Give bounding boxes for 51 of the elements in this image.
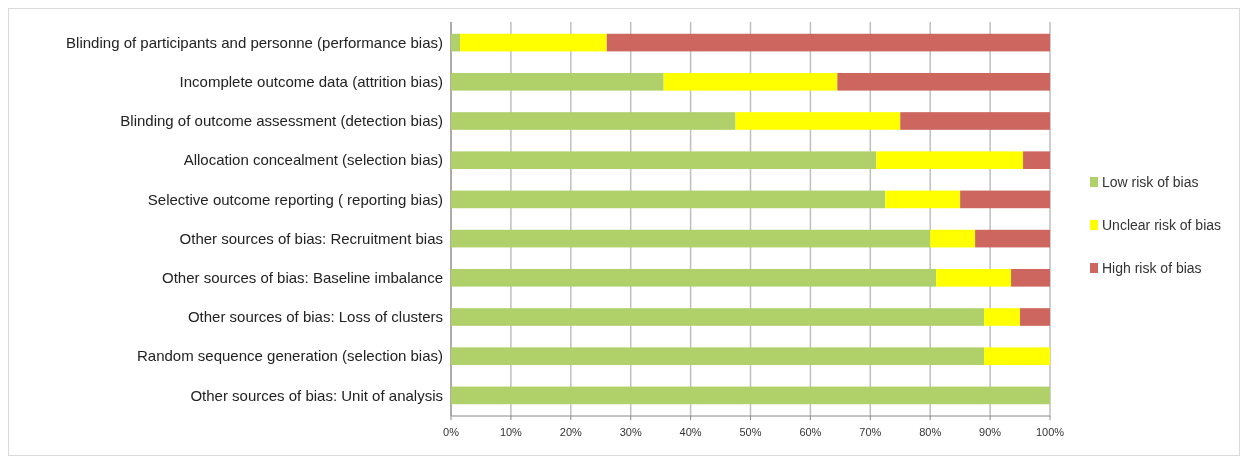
x-tick-label: 100% <box>1035 426 1065 438</box>
bar <box>1020 308 1050 326</box>
bar <box>960 190 1050 209</box>
bar <box>459 33 607 52</box>
bar <box>451 229 931 248</box>
legend-label: Unclear risk of bias <box>1102 216 1222 233</box>
bar <box>984 347 1050 366</box>
x-tick-label: 40% <box>679 426 702 438</box>
bar <box>975 229 1050 248</box>
bar <box>900 112 1050 130</box>
bar <box>876 151 1024 170</box>
y-tick-label: Incomplete outcome data (attrition bias) <box>179 73 443 91</box>
bar <box>451 347 985 366</box>
bar <box>451 72 664 91</box>
x-tick-label: 70% <box>859 426 882 438</box>
legend-label: Low risk of bias <box>1102 173 1199 190</box>
y-tick-label: Allocation concealment (selection bias) <box>183 151 443 169</box>
bar <box>663 72 838 91</box>
bar <box>1011 268 1051 287</box>
y-tick-label: Other sources of bias: Recruitment bias <box>179 229 443 247</box>
x-tick-label: 30% <box>619 426 642 438</box>
y-tick-label: Blinding of outcome assessment (detection bias) <box>120 112 443 130</box>
y-tick-label: Selective outcome reporting ( reporting bias) <box>147 190 443 208</box>
x-tick-label: 0% <box>443 426 460 438</box>
bar <box>930 229 976 248</box>
x-tick-label: 20% <box>559 426 583 438</box>
bar <box>1023 151 1050 170</box>
x-tick-label: 50% <box>739 426 762 438</box>
bar <box>936 268 1012 287</box>
bar <box>837 72 1050 91</box>
bar <box>451 112 736 130</box>
bar <box>735 112 901 130</box>
x-tick-label: 80% <box>919 426 942 438</box>
y-tick-label: Other sources of bias: Unit of analysis <box>190 386 443 404</box>
y-tick-label: Other sources of bias: Loss of clusters <box>187 308 443 326</box>
x-tick-label: 90% <box>979 426 1002 438</box>
legend-label: High risk of bias <box>1102 259 1202 276</box>
y-tick-label: Blinding of participants and personne (performance bias) <box>66 33 443 51</box>
bar <box>451 308 985 326</box>
bar <box>451 386 1050 405</box>
y-tick-label: Other sources of bias: Baseline imbalance <box>162 269 443 287</box>
y-tick-label: Random sequence generation (selection bias) <box>136 347 443 365</box>
bar <box>451 151 877 170</box>
bar <box>885 190 961 209</box>
bar <box>451 33 460 52</box>
x-tick-label: 60% <box>799 426 822 438</box>
x-tick-label: 10% <box>499 426 523 438</box>
bar <box>451 190 886 209</box>
bar <box>451 268 937 287</box>
bar <box>606 33 1050 52</box>
bar <box>984 308 1021 326</box>
